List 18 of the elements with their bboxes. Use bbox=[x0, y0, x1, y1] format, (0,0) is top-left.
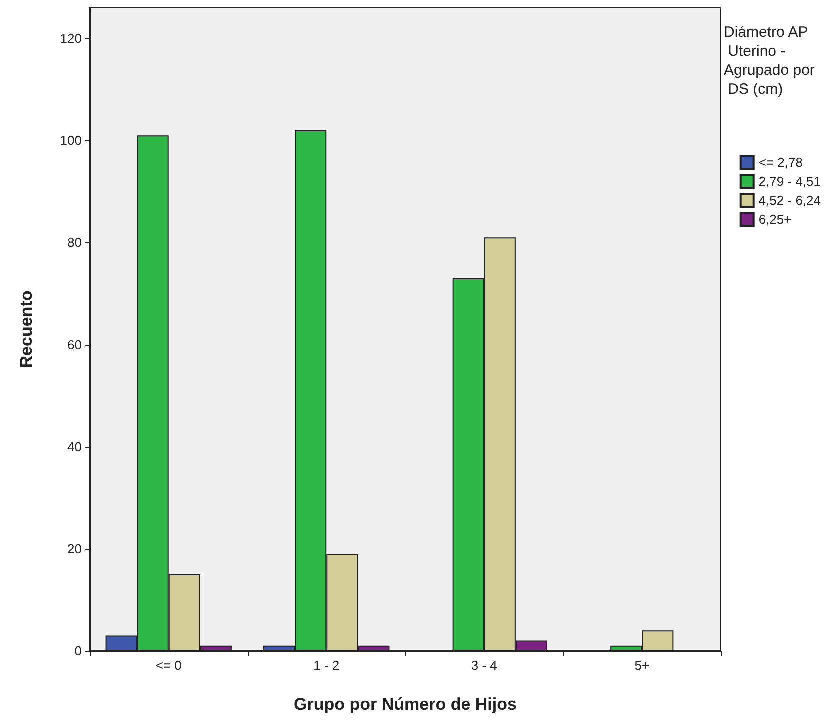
x-tick-label: 3 - 4 bbox=[471, 658, 498, 673]
legend-label: 4,52 - 6,24 bbox=[758, 193, 821, 208]
y-axis-title: Recuento bbox=[17, 290, 36, 368]
x-tick-label: 5+ bbox=[634, 658, 650, 673]
y-tick-label: 60 bbox=[68, 337, 82, 352]
x-tick-label: 1 - 2 bbox=[314, 658, 340, 673]
legend-label: <= 2,78 bbox=[758, 155, 803, 170]
y-tick-label: 20 bbox=[68, 541, 82, 556]
legend-label: 6,25+ bbox=[758, 212, 792, 227]
y-tick-label: 40 bbox=[68, 439, 82, 454]
x-axis-title: Grupo por Número de Hijos bbox=[294, 695, 517, 714]
legend-title: Diámetro AP Uterino - Agrupado por DS (cm) bbox=[724, 24, 815, 98]
y-tick-label: 80 bbox=[68, 235, 82, 250]
legend-label: 2,79 - 4,51 bbox=[758, 174, 821, 189]
y-tick-label: 0 bbox=[74, 644, 82, 658]
y-tick-label: 120 bbox=[60, 31, 82, 46]
x-tick-label: <= 0 bbox=[156, 658, 182, 673]
y-tick-label: 100 bbox=[60, 133, 82, 148]
